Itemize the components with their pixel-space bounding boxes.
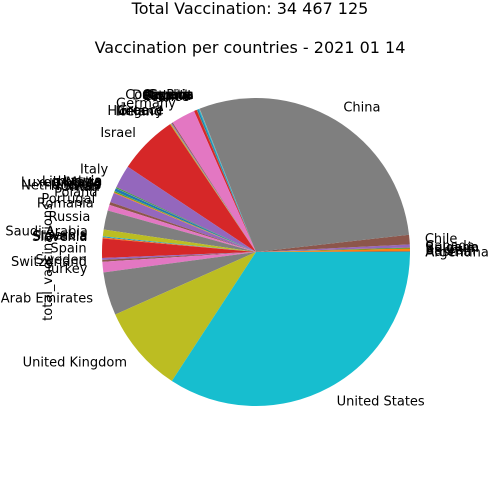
- pie-slice-slovakia: [102, 236, 257, 252]
- slice-label-norway: Norway: [51, 179, 101, 194]
- pie-slice-israel: [127, 124, 256, 252]
- pie-slice-oman: [113, 192, 256, 252]
- pie-slice-norway: [114, 191, 257, 252]
- pie-slice-denmark: [197, 109, 256, 253]
- slice-label-croatia: Croatia: [147, 88, 194, 103]
- slice-label-portugal: Portugal: [41, 192, 95, 207]
- slice-label-mexico: Mexico: [56, 177, 101, 192]
- slice-label-latvia: Latvia: [63, 174, 103, 189]
- pie-slice-saudi-arabia: [102, 229, 256, 252]
- slice-label-argentina: Argentina: [425, 246, 488, 261]
- pie-slice-latvia: [116, 187, 256, 252]
- slice-label-cyprus: Cyprus: [148, 88, 194, 103]
- pie-slice-switzerland: [102, 252, 256, 262]
- pie-slice-china: [199, 97, 410, 252]
- slice-label-poland: Poland: [54, 186, 97, 201]
- pie-slice-lithuania: [115, 187, 256, 252]
- slice-label-slovakia: Slovakia: [33, 229, 88, 244]
- pie-slice-france: [194, 109, 256, 252]
- pie-slice-chile: [256, 234, 410, 252]
- pie-slice-czechia: [198, 108, 256, 252]
- slice-label-china: China: [343, 100, 380, 115]
- pie-slice-croatia: [199, 108, 256, 253]
- slice-label-israel: Israel: [100, 126, 136, 141]
- slice-label-malta: Malta: [66, 175, 102, 190]
- slice-label-netherlands: Netherlands: [21, 179, 100, 194]
- slice-label-slovenia: Slovenia: [32, 230, 87, 245]
- slice-label-sweden: Sweden: [35, 253, 86, 268]
- slice-label-united-states: United States: [337, 394, 425, 409]
- slice-label-saudi-arabia: Saudi Arabia: [5, 224, 88, 239]
- slice-label-united-kingdom: United Kingdom: [23, 355, 127, 370]
- pie-slice-malta: [115, 188, 256, 252]
- pie-slice-mexico: [114, 188, 256, 252]
- pie-slice-belgium: [256, 247, 410, 252]
- slice-label-belgium: Belgium: [425, 241, 478, 256]
- chart-title-line-2: Vaccination per countries - 2021 01 14: [95, 38, 406, 57]
- pie-slice-serbia: [102, 236, 256, 252]
- slice-label-oman: Oman: [61, 180, 100, 195]
- pie-slice-germany: [172, 111, 256, 252]
- pie-slice-luxembourg: [115, 188, 256, 252]
- pie-slices: [101, 97, 411, 407]
- pie-slice-bahrain: [256, 248, 410, 252]
- pie-slice-canada: [256, 244, 410, 252]
- pie-slice-united-kingdom: [115, 252, 257, 381]
- slice-label-germany: Germany: [116, 96, 176, 111]
- chart-title-line-1: Total Vaccination: 34 467 125: [131, 0, 369, 18]
- slice-label-chile: Chile: [425, 232, 458, 247]
- pie-slice-hungary: [170, 123, 256, 252]
- pie-slice-portugal: [109, 202, 256, 252]
- slice-label-lithuania: Lithuania: [42, 175, 102, 190]
- slice-label-estonia: Estonia: [143, 89, 191, 104]
- slice-label-hungary: Hungary: [107, 104, 163, 119]
- pie-slice-ireland: [170, 123, 256, 253]
- pie-slice-netherlands: [114, 191, 256, 252]
- slice-label-russia: Russia: [49, 210, 91, 225]
- pie-slice-costa-rica: [199, 108, 256, 252]
- pie-slice-romania: [107, 204, 256, 252]
- pie-slice-finland: [196, 109, 256, 252]
- slice-label-costa-rica: Costa Rica: [125, 88, 194, 103]
- pie-slice-turkey: [102, 252, 256, 273]
- pie-slice-bulgaria: [256, 247, 410, 252]
- slice-label-italy: Italy: [80, 163, 109, 178]
- slice-label-romania: Romania: [37, 197, 94, 212]
- pie-slice-sweden: [102, 252, 256, 260]
- slice-label-greece: Greece: [118, 103, 164, 118]
- pie-slice-slovenia: [102, 237, 256, 252]
- slice-label-finland: Finland: [144, 89, 190, 104]
- slice-label-denmark: Denmark: [132, 89, 192, 104]
- slice-label-bahrain: Bahrain: [425, 243, 475, 258]
- slice-label-czechia: Czechia: [142, 88, 193, 103]
- slice-label-switzerland: Switzerland: [11, 255, 87, 270]
- pie-slice-spain: [101, 238, 256, 258]
- pie-slice-united-states: [171, 252, 410, 407]
- pie-slice-austria: [256, 251, 411, 252]
- pie-slice-iceland: [170, 123, 256, 252]
- pie-slice-poland: [110, 193, 256, 252]
- slice-label-austria: Austria: [425, 245, 471, 260]
- slice-label-serbia: Serbia: [46, 229, 87, 244]
- pie-slice-estonia: [196, 109, 256, 252]
- slice-label-france: France: [146, 90, 189, 105]
- slice-label-spain: Spain: [50, 241, 86, 256]
- pie-slice-cyprus: [199, 108, 256, 252]
- slice-label-ireland: Ireland: [117, 105, 162, 120]
- y-axis-label: total_vaccinations: [41, 203, 56, 321]
- slice-label-luxembourg: Luxembourg: [21, 175, 102, 190]
- slice-label-united-arab-emirates: United Arab Emirates: [0, 292, 93, 307]
- pie-slice-united-arab-emirates: [103, 252, 257, 315]
- pie-slice-russia: [103, 210, 257, 252]
- pie-labels: ArgentinaAustriaBahrainBelgiumBulgariaCa…: [0, 88, 489, 410]
- pie-slice-italy: [116, 166, 256, 252]
- slice-label-canada: Canada: [425, 239, 474, 254]
- pie-slice-greece: [171, 122, 256, 252]
- slice-label-turkey: Turkey: [44, 262, 88, 277]
- slice-label-bulgaria: Bulgaria: [425, 241, 479, 256]
- slice-label-iceland: Iceland: [115, 104, 162, 119]
